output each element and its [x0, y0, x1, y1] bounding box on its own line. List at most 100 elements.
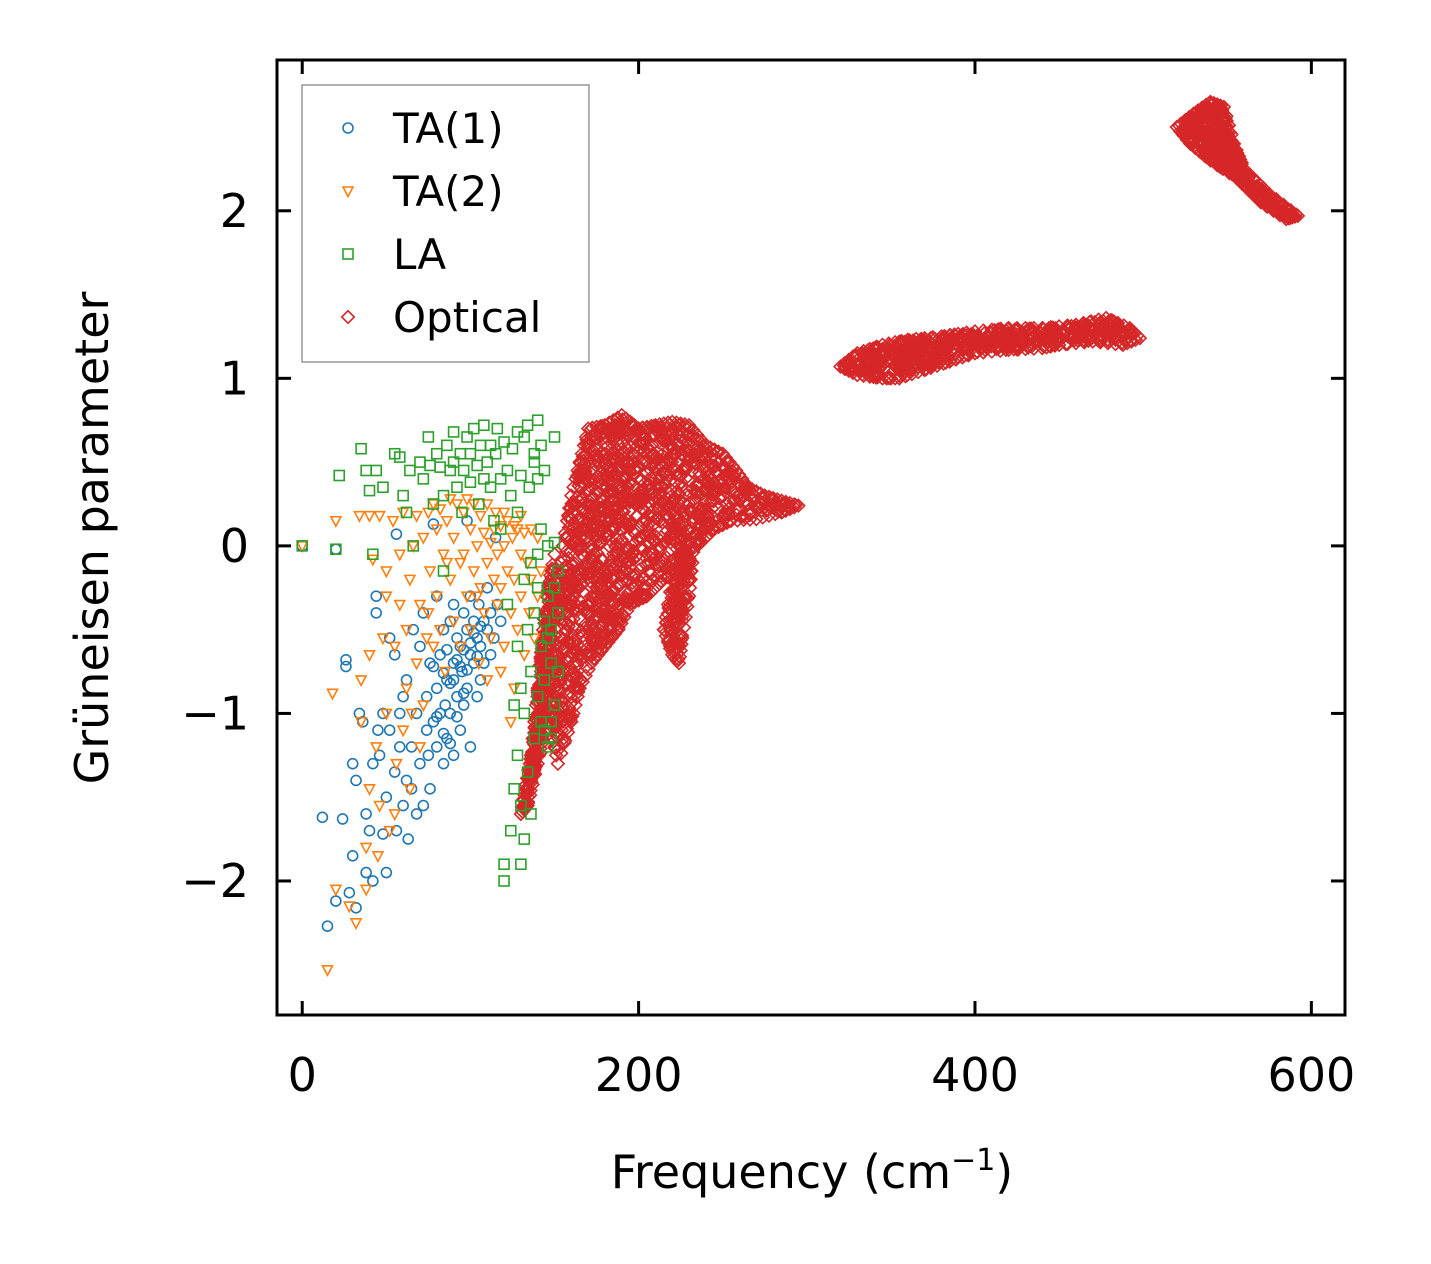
optical-point: [1200, 125, 1216, 141]
series-ta-1-point: [447, 749, 460, 762]
optical-point: [669, 415, 684, 431]
optical-point: [609, 463, 625, 479]
series-ta-2-point: [400, 624, 413, 637]
series-ta-2-point: [373, 800, 386, 813]
optical-point: [1043, 339, 1059, 354]
optical-point: [609, 532, 625, 548]
series-la-point: [515, 858, 527, 871]
series-ta-1-point: [393, 741, 406, 753]
optical-point: [646, 545, 662, 560]
optical-point: [633, 435, 649, 451]
optical-point: [656, 622, 672, 638]
optical-point: [711, 519, 726, 535]
optical-point: [559, 652, 574, 668]
series-ta-2-point: [528, 633, 541, 646]
series-ta-1-point: [402, 833, 414, 845]
optical-point: [639, 588, 655, 604]
series-ta-1-point: [437, 757, 450, 770]
series-ta-2-point: [383, 825, 397, 838]
series-la-point: [531, 581, 544, 594]
optical-point: [602, 604, 618, 619]
series-ta-1-point: [424, 657, 436, 669]
optical-point: [703, 506, 719, 522]
series-ta-2-point: [474, 582, 487, 595]
optical-point: [868, 339, 884, 355]
optical-point: [778, 503, 794, 519]
optical-point: [647, 532, 662, 548]
series-la-point: [464, 476, 477, 489]
optical-point: [1272, 207, 1288, 223]
series-ta-2-point: [433, 624, 447, 637]
optical-point: [576, 437, 592, 453]
series-ta-2-point: [400, 683, 413, 696]
series-ta-1: [296, 514, 507, 933]
optical-point: [664, 572, 680, 587]
optical-point: [734, 471, 750, 487]
series-la-point: [548, 581, 561, 594]
legend-marker-ta-2: [341, 186, 355, 199]
optical-point: [642, 563, 657, 578]
series-la-point: [515, 469, 527, 482]
optical-point: [1266, 203, 1281, 219]
series-la-point: [451, 481, 463, 494]
series-ta-2-point: [497, 541, 511, 554]
optical-point: [606, 424, 622, 440]
optical-point: [673, 538, 689, 554]
optical-point: [610, 620, 626, 636]
optical-point: [753, 486, 768, 501]
optical-point: [757, 488, 773, 503]
series-ta-2-point: [410, 510, 423, 523]
optical-point: [520, 798, 535, 813]
series-ta-2-point: [504, 716, 518, 730]
optical-point: [605, 571, 620, 587]
series-ta-1-point: [377, 707, 389, 720]
series-ta-2-point: [450, 499, 464, 512]
axis-ticks: [277, 60, 1345, 1015]
series-la-point: [535, 439, 547, 452]
optical-point: [1047, 338, 1063, 354]
optical-point: [563, 500, 579, 516]
optical-point: [574, 530, 589, 546]
optical-point: [559, 558, 574, 573]
series-ta-2-point: [379, 566, 393, 579]
series-ta-2-point: [422, 507, 435, 520]
series-ta-2-point: [497, 641, 511, 654]
series-ta-1-point: [474, 674, 487, 686]
optical-point: [658, 628, 674, 644]
series-ta-2-point: [457, 549, 471, 562]
series-la-point: [538, 464, 551, 477]
series-la-point: [478, 473, 490, 485]
series-ta-2-point: [393, 549, 407, 562]
optical-point: [544, 563, 560, 579]
optical-point: [963, 326, 979, 342]
optical-point: [731, 467, 747, 483]
series-ta-1-point: [373, 749, 386, 762]
optical-point: [574, 540, 590, 556]
optical-point: [654, 479, 670, 494]
x-axis-title-main: Frequency (cm: [611, 1145, 951, 1199]
optical-point: [736, 512, 752, 528]
series-ta-2-point: [464, 524, 477, 537]
series-la-point: [518, 833, 531, 845]
optical-point: [631, 421, 646, 436]
optical-point: [559, 634, 575, 649]
optical-point: [598, 600, 614, 616]
series-la-point: [484, 481, 497, 494]
series-ta-2-point: [494, 582, 508, 595]
series-ta-2-point: [514, 549, 528, 562]
optical-point: [539, 624, 555, 640]
optical-point: [740, 496, 756, 512]
optical-point: [615, 503, 630, 519]
optical-point: [863, 354, 879, 369]
series-la-point: [541, 741, 554, 753]
optical-point: [902, 362, 918, 377]
optical-point: [1186, 106, 1202, 121]
optical-point: [595, 572, 610, 587]
series-ta-1-point: [400, 674, 413, 686]
optical-point: [629, 575, 645, 591]
series-ta-2-point: [354, 675, 368, 688]
series-ta-1-point: [414, 757, 426, 770]
optical-point: [643, 530, 659, 546]
optical-point: [706, 487, 722, 503]
series-ta-1-point: [444, 677, 457, 690]
